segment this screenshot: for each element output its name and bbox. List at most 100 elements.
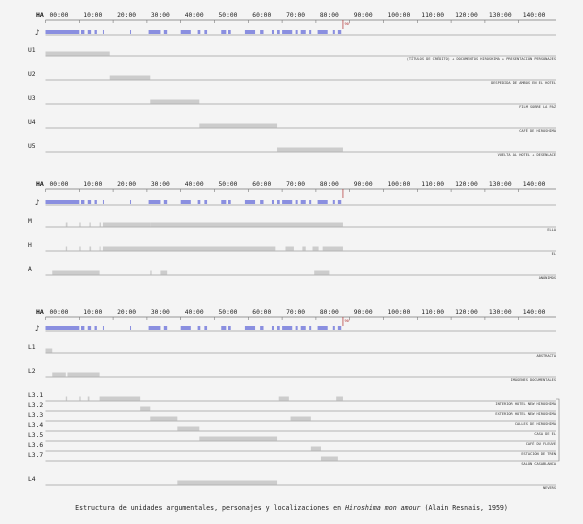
row-code-label: U1 bbox=[28, 47, 36, 54]
music-segment bbox=[163, 200, 168, 204]
time-tick-label: 30:00 bbox=[151, 181, 170, 188]
time-tick-label: 120:00 bbox=[455, 309, 478, 316]
music-segment bbox=[197, 30, 201, 34]
row-description: CALLES DE HIROSHIMA bbox=[515, 422, 557, 426]
row-segment bbox=[177, 480, 278, 485]
row-description: (TÍTULOS DE CRÉDITO) + DOCUMENTOS HIROSH… bbox=[407, 56, 556, 61]
music-segment bbox=[244, 326, 256, 330]
time-tick-label: 100:00 bbox=[388, 12, 411, 19]
time-tick-label: 110:00 bbox=[421, 181, 444, 188]
row-segment bbox=[199, 436, 278, 441]
row-code-label: L3.4 bbox=[28, 422, 43, 429]
row-segment bbox=[277, 147, 343, 152]
music-segment bbox=[45, 200, 80, 204]
row-segment bbox=[45, 348, 53, 353]
row-segment bbox=[87, 396, 90, 401]
row-description: DESPEDIDA DE AMBOS EN EL HOTEL bbox=[491, 81, 556, 85]
music-segment bbox=[163, 326, 168, 330]
music-segment bbox=[260, 200, 264, 204]
time-tick-label: 70:00 bbox=[286, 181, 305, 188]
music-segment bbox=[228, 200, 231, 204]
music-segment bbox=[180, 326, 191, 330]
music-segment bbox=[45, 326, 80, 330]
music-segment bbox=[163, 30, 168, 34]
time-tick-label: 100:00 bbox=[388, 309, 411, 316]
time-tick-label: 60:00 bbox=[252, 181, 271, 188]
time-tick-label: 30:00 bbox=[151, 12, 170, 19]
music-segment bbox=[317, 30, 328, 34]
music-segment bbox=[337, 30, 342, 34]
row-code-label: L3.1 bbox=[28, 392, 43, 399]
music-segment bbox=[271, 326, 274, 330]
music-segment bbox=[148, 200, 161, 204]
music-segment bbox=[295, 30, 298, 34]
music-segment bbox=[87, 200, 92, 204]
row-code-label: U2 bbox=[28, 71, 36, 78]
row-code-label: L2 bbox=[28, 368, 36, 375]
row-segment bbox=[320, 456, 338, 461]
time-tick-label: 10:00 bbox=[83, 12, 102, 19]
time-tick-label: 60:00 bbox=[252, 309, 271, 316]
music-segment bbox=[300, 200, 306, 204]
row-segment bbox=[109, 75, 151, 80]
time-tick-label: 60:00 bbox=[252, 12, 271, 19]
time-tick-label: 70:00 bbox=[286, 309, 305, 316]
row-segment bbox=[150, 270, 152, 275]
row-code-label: U5 bbox=[28, 143, 36, 150]
music-segment bbox=[282, 326, 293, 330]
music-segment bbox=[102, 326, 104, 330]
music-segment bbox=[332, 30, 335, 34]
time-tick-label: 10:00 bbox=[83, 309, 102, 316]
music-note-icon: ♪ bbox=[35, 28, 40, 37]
music-segment bbox=[130, 200, 132, 204]
row-code-label: H bbox=[28, 242, 32, 249]
time-tick-label: 20:00 bbox=[117, 12, 136, 19]
row-segment bbox=[52, 372, 66, 377]
time-tick-label: 50:00 bbox=[219, 181, 238, 188]
music-segment bbox=[94, 200, 97, 204]
time-tick-label: 140:00 bbox=[523, 181, 546, 188]
music-segment bbox=[271, 30, 274, 34]
music-segment bbox=[300, 326, 306, 330]
music-segment bbox=[282, 200, 293, 204]
row-description: EXTERIOR HOTEL NEW HIROSHIMA bbox=[495, 412, 556, 416]
music-segment bbox=[271, 200, 274, 204]
time-tick-label: 10:00 bbox=[83, 181, 102, 188]
row-segment bbox=[150, 99, 200, 104]
music-segment bbox=[130, 326, 132, 330]
row-description: ABSTRACTA bbox=[537, 354, 557, 358]
row-segment bbox=[65, 222, 68, 227]
row-segment bbox=[150, 222, 343, 227]
time-tick-label: 00:00 bbox=[50, 181, 69, 188]
music-segment bbox=[204, 200, 208, 204]
music-segment bbox=[332, 200, 335, 204]
row-segment bbox=[79, 396, 81, 401]
row-segment bbox=[278, 396, 289, 401]
row-segment bbox=[89, 246, 92, 251]
row-segment bbox=[67, 372, 100, 377]
music-segment bbox=[228, 326, 231, 330]
music-note-icon: ♪ bbox=[35, 198, 40, 207]
time-tick-label: 130:00 bbox=[489, 309, 512, 316]
row-segment bbox=[79, 222, 81, 227]
music-segment bbox=[87, 326, 92, 330]
time-tick-label: 110:00 bbox=[421, 309, 444, 316]
time-tick-label: 50:00 bbox=[219, 12, 238, 19]
time-tick-label: 110:00 bbox=[421, 12, 444, 19]
row-code-label: U3 bbox=[28, 95, 36, 102]
row-code-label: L1 bbox=[28, 344, 36, 351]
row-segment bbox=[314, 270, 330, 275]
music-segment bbox=[277, 200, 280, 204]
row-segment bbox=[310, 446, 321, 451]
row-description: CAFÉ DE HIROSHIMA bbox=[519, 128, 557, 133]
music-segment bbox=[130, 30, 132, 34]
figure-caption: Estructura de unidades argumentales, per… bbox=[0, 504, 583, 512]
music-segment bbox=[45, 30, 80, 34]
music-segment bbox=[221, 200, 227, 204]
row-segment bbox=[150, 416, 178, 421]
row-segment bbox=[89, 222, 91, 227]
row-segment bbox=[65, 246, 68, 251]
row-segment bbox=[290, 416, 311, 421]
row-segment bbox=[99, 246, 101, 251]
music-segment bbox=[295, 326, 298, 330]
